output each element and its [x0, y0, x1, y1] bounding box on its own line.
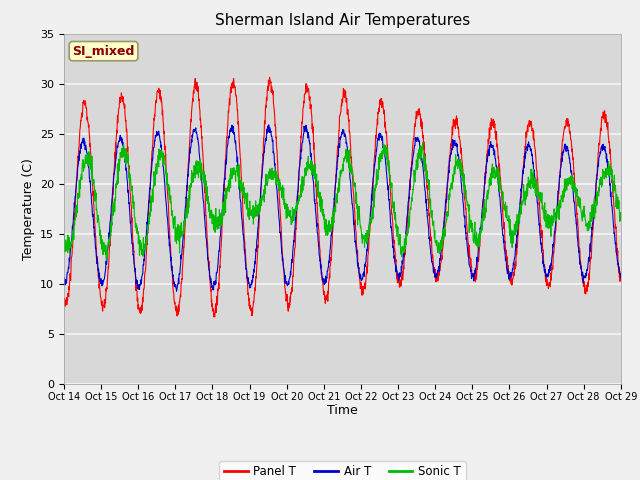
Air T — [173, 288, 180, 294]
Sonic T — [60, 235, 68, 240]
Sonic T — [617, 216, 625, 222]
Line: Panel T: Panel T — [64, 77, 621, 317]
Sonic T — [316, 199, 324, 204]
Panel T — [88, 182, 96, 188]
Legend: Panel T, Air T, Sonic T: Panel T, Air T, Sonic T — [219, 461, 466, 480]
Sonic T — [102, 257, 110, 263]
Sonic T — [499, 190, 507, 195]
Sonic T — [331, 207, 339, 213]
Y-axis label: Temperature (C): Temperature (C) — [22, 158, 35, 260]
Panel T — [602, 120, 609, 125]
Air T — [617, 275, 625, 280]
Air T — [265, 122, 273, 128]
Panel T — [211, 314, 218, 320]
Line: Air T: Air T — [64, 125, 621, 291]
Panel T — [60, 296, 68, 301]
Sonic T — [419, 139, 427, 145]
Air T — [60, 276, 68, 281]
Sonic T — [88, 171, 96, 177]
Air T — [499, 232, 507, 238]
Sonic T — [601, 168, 609, 174]
Panel T — [499, 214, 507, 220]
Title: Sherman Island Air Temperatures: Sherman Island Air Temperatures — [215, 13, 470, 28]
X-axis label: Time: Time — [327, 405, 358, 418]
Text: SI_mixed: SI_mixed — [72, 45, 135, 58]
Panel T — [617, 276, 625, 282]
Line: Sonic T: Sonic T — [64, 142, 621, 260]
Panel T — [601, 114, 609, 120]
Air T — [602, 148, 609, 154]
Air T — [601, 144, 609, 149]
Panel T — [317, 256, 324, 262]
Air T — [88, 212, 96, 218]
Sonic T — [602, 174, 609, 180]
Air T — [332, 186, 339, 192]
Panel T — [266, 74, 273, 80]
Air T — [317, 265, 324, 271]
Panel T — [332, 182, 339, 188]
